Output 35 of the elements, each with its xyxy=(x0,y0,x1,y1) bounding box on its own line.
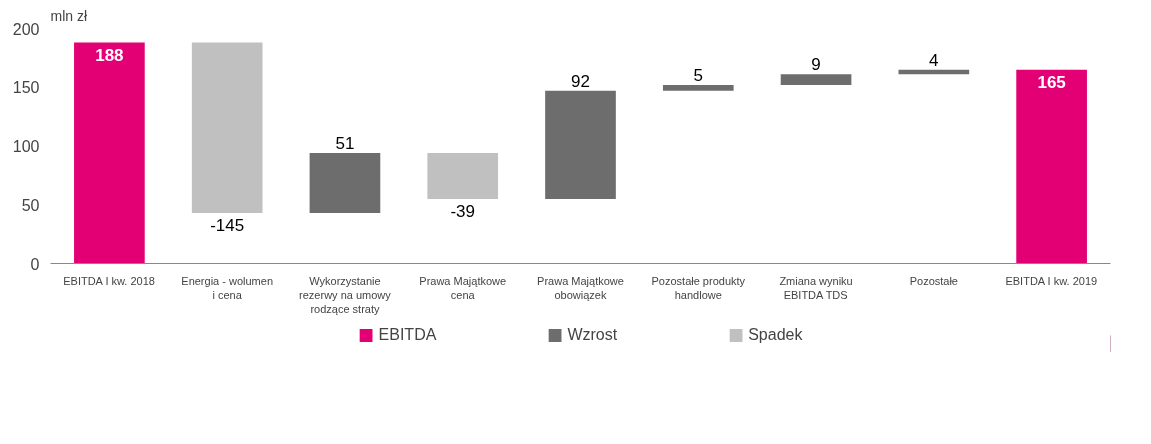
x-tick-label: EBITDA I kw. 2018 xyxy=(63,274,155,287)
y-tick-label: 0 xyxy=(30,255,40,273)
bar xyxy=(191,42,263,213)
y-tick-label: 200 xyxy=(12,20,40,38)
y-tick-label: 150 xyxy=(12,79,40,97)
data-label: 51 xyxy=(335,134,355,154)
data-label: 9 xyxy=(811,55,821,75)
x-tick-label: Prawa Majątkowe obowiązek xyxy=(537,274,624,301)
bar xyxy=(427,153,499,199)
y-axis-title: mln zł xyxy=(50,7,88,24)
x-tick-label: Pozostałe produkty handlowe xyxy=(651,274,746,301)
data-label: 165 xyxy=(1037,72,1066,92)
data-label: 5 xyxy=(693,65,704,85)
bar xyxy=(309,153,381,213)
data-label: 4 xyxy=(929,50,939,70)
data-label: -145 xyxy=(210,215,245,235)
legend-label: EBITDA xyxy=(378,326,437,344)
legend-label: Spadek xyxy=(748,326,803,344)
x-tick-label: EBITDA I kw. 2019 xyxy=(1005,274,1098,287)
x-tick-label: Prawa Majątkowe cena xyxy=(419,274,507,301)
data-label: -39 xyxy=(450,201,476,221)
x-tick-label: Zmiana wyniku EBITDA TDS xyxy=(779,274,853,301)
data-label: 188 xyxy=(95,45,124,65)
data-label: 92 xyxy=(571,71,590,91)
bar xyxy=(1016,69,1087,264)
y-tick-label: 50 xyxy=(21,196,40,214)
bar xyxy=(74,42,145,264)
bar xyxy=(662,84,734,91)
bar xyxy=(545,90,616,199)
y-tick-label: 100 xyxy=(12,138,40,155)
x-tick-label: Pozostałe xyxy=(909,274,958,287)
bar xyxy=(780,74,852,85)
x-tick-label: Wykorzystanie rezerwy na umowy rodzące straty xyxy=(299,274,392,316)
x-tick-label: Energia - wolumen i cena xyxy=(181,274,274,301)
legend-label: Wzrost xyxy=(567,326,618,344)
